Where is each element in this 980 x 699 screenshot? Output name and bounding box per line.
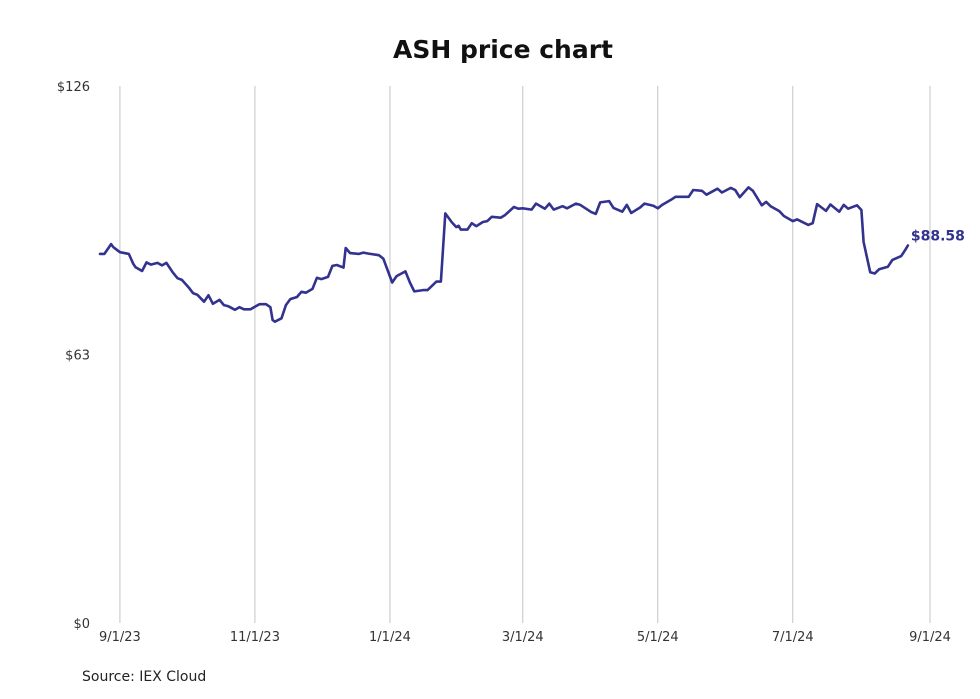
x-tick-label: 5/1/24 [637,630,679,645]
price-series-line [98,186,910,323]
last-price-label: $88.58 [911,228,965,244]
y-tick-label: $0 [73,617,90,632]
x-tick-label: 9/1/24 [909,630,951,645]
x-tick-label: 7/1/24 [772,630,814,645]
y-tick-label: $63 [65,349,90,364]
y-axis-ticks: $0 $63 $126 [57,80,90,632]
chart-title: ASH price chart [393,35,613,64]
x-tick-label: 1/1/24 [369,630,411,645]
x-tick-label: 11/1/23 [230,630,280,645]
y-tick-label: $126 [57,80,90,95]
x-axis-ticks: 9/1/23 11/1/23 1/1/24 3/1/24 5/1/24 7/1/24 9/1… [99,630,951,645]
x-tick-label: 3/1/24 [502,630,544,645]
x-tick-label: 9/1/23 [99,630,141,645]
source-note: Source: IEX Cloud [82,669,207,685]
x-gridlines [119,86,931,623]
